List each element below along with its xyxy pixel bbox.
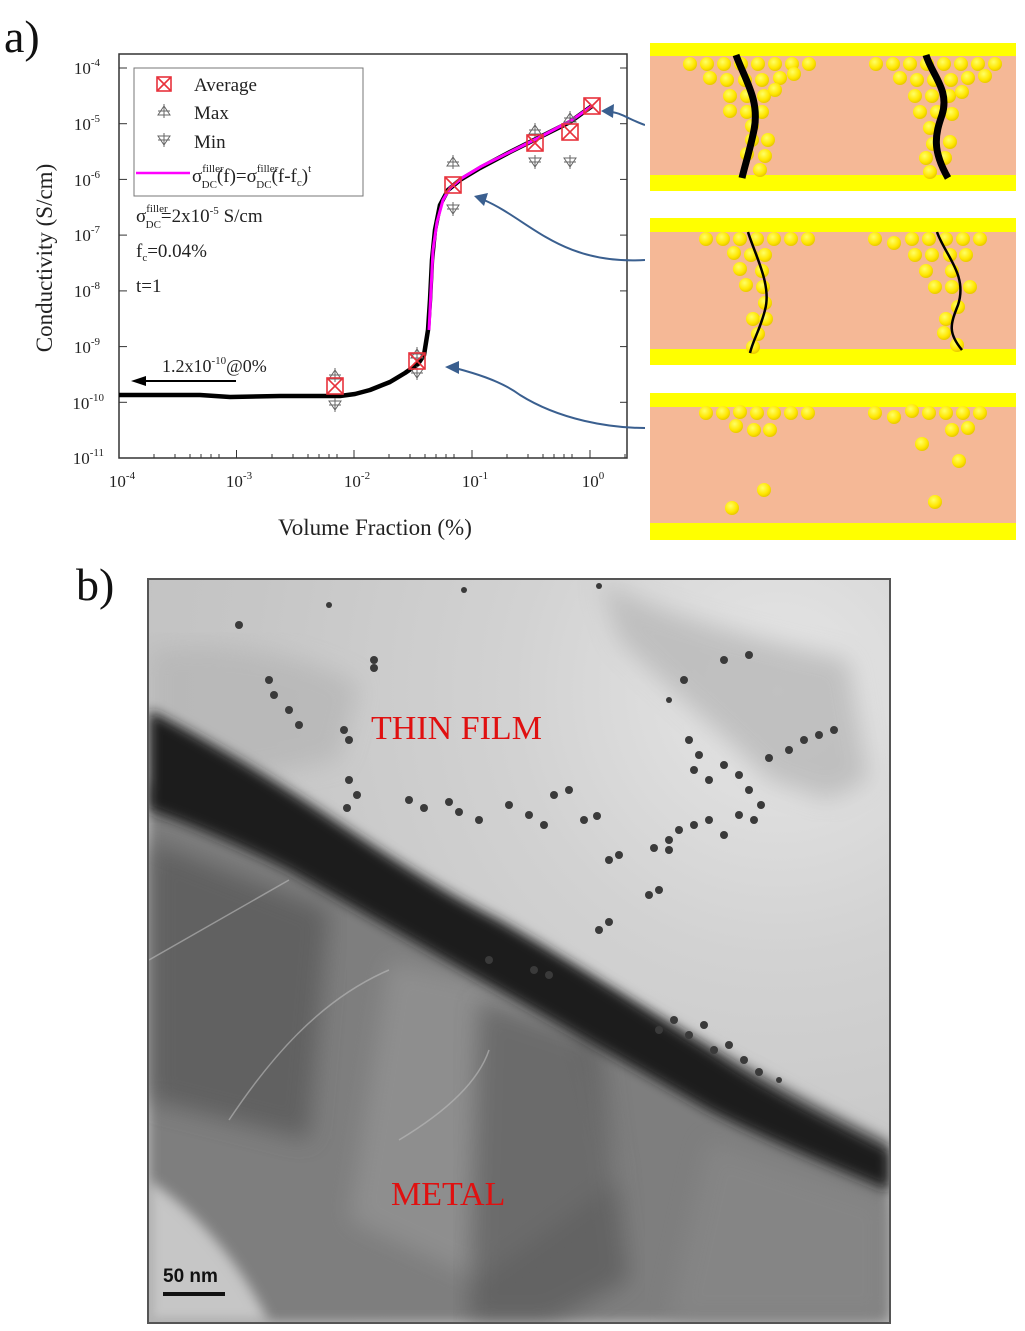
legend-max-icon <box>157 104 171 118</box>
svg-text:10-9: 10-9 <box>74 336 101 357</box>
max-markers <box>328 111 577 382</box>
svg-text:100: 100 <box>582 470 605 491</box>
svg-text:10-11: 10-11 <box>73 447 104 468</box>
percolation-schematics <box>650 43 1016 540</box>
svg-text:10-10: 10-10 <box>72 392 104 413</box>
legend-min-label: Min <box>194 132 226 153</box>
pointer-arrows <box>454 111 645 429</box>
svg-text:10-3: 10-3 <box>226 470 253 491</box>
metal-label: METAL <box>391 1176 506 1213</box>
svg-text:10-8: 10-8 <box>74 280 101 301</box>
svg-text:10-7: 10-7 <box>74 224 101 245</box>
svg-text:10-6: 10-6 <box>74 169 101 190</box>
svg-text:10-4: 10-4 <box>74 57 101 78</box>
plot-frame <box>118 53 628 459</box>
scale-bar-label: 50 nm <box>163 1266 218 1287</box>
x-axis <box>118 450 626 458</box>
zero-percent-annotation: 1.2x10-10@0% <box>162 355 267 376</box>
y-tick-labels: 10-4 10-5 10-6 10-7 10-8 10-9 10-10 10-1… <box>72 57 104 468</box>
legend-min-icon <box>157 133 171 147</box>
min-markers <box>328 155 577 412</box>
panel-b-label: b) <box>76 559 115 610</box>
arrowheads <box>445 104 614 374</box>
svg-text:10-1: 10-1 <box>462 470 488 491</box>
legend: Average Max Min σfiller DC(f)=σfiller DC(f… <box>133 67 364 197</box>
svg-text:t=1: t=1 <box>136 276 162 297</box>
x-tick-labels: 10-4 10-3 10-2 10-1 100 <box>109 470 605 491</box>
svg-text:10-2: 10-2 <box>344 470 370 491</box>
schematic-near-threshold <box>650 218 1016 365</box>
schematic-conducting <box>650 43 1016 191</box>
y-axis <box>119 67 627 459</box>
thin-film-label: THIN FILM <box>371 710 542 747</box>
legend-average-label: Average <box>194 75 257 96</box>
x-axis-title: Volume Fraction (%) <box>278 515 472 540</box>
y-axis-title: Conductivity (S/cm) <box>32 164 57 352</box>
tem-micrograph: THIN FILM METAL 50 nm <box>147 578 891 1324</box>
average-markers <box>326 97 601 395</box>
legend-average-icon <box>156 76 172 92</box>
legend-max-label: Max <box>194 103 229 124</box>
scale-bar <box>163 1292 225 1296</box>
tem-image-content <box>149 580 889 1322</box>
svg-text:10-5: 10-5 <box>74 113 101 134</box>
fit-parameters: σfiller DC=2x10-5 S/cm fc=0.04% t=1 <box>136 203 263 297</box>
nanoparticles <box>235 583 838 1083</box>
svg-text:10-4: 10-4 <box>109 470 136 491</box>
svg-text:fc=0.04%: fc=0.04% <box>136 241 207 264</box>
zero-percent-arrow-icon <box>131 376 236 386</box>
legend-fit-label: σfiller DC(f)=σfiller DC(f-fc)t <box>192 163 311 191</box>
panel-a-label: a) <box>4 11 40 62</box>
schematic-below-threshold <box>650 393 1016 540</box>
conductivity-chart: 10-4 10-5 10-6 10-7 10-8 10-9 10-10 10-1… <box>32 53 645 540</box>
